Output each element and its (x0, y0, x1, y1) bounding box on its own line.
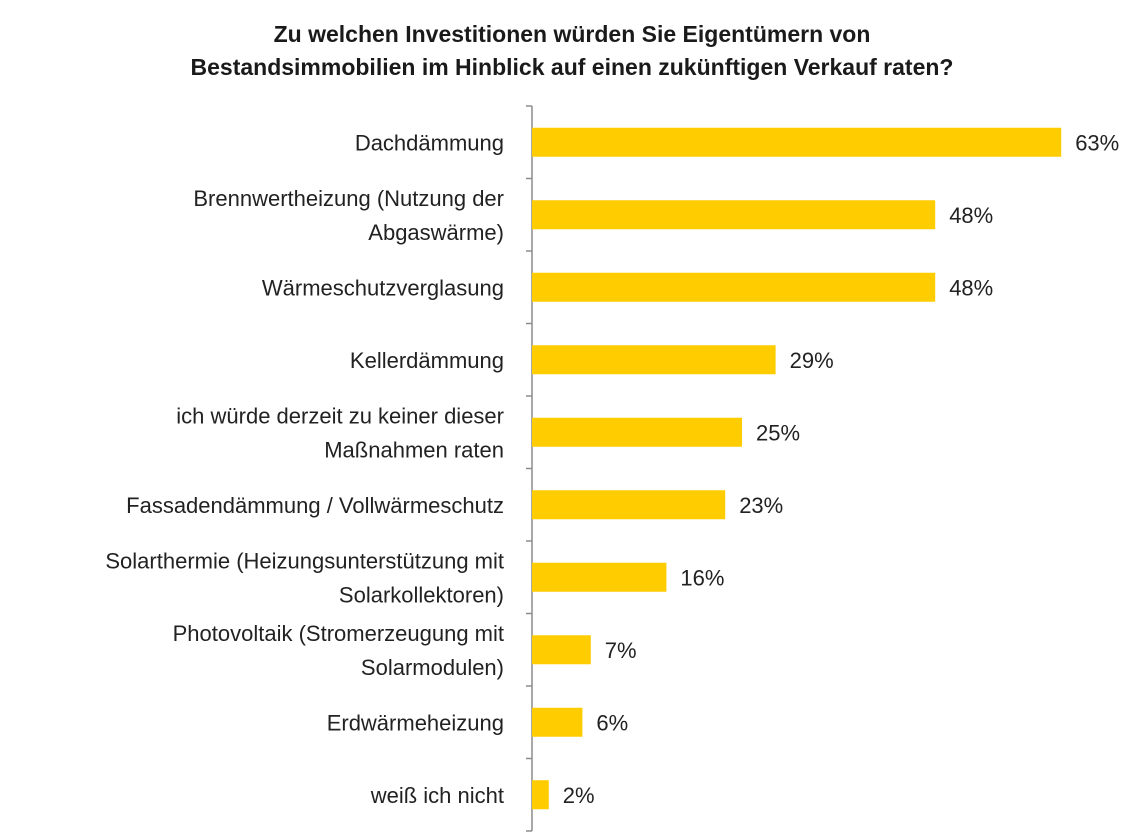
bar (532, 345, 776, 375)
bar (532, 562, 667, 592)
category-label-line: Solarthermie (Heizungsunterstützung mit (105, 548, 504, 573)
category-label-line: Maßnahmen raten (324, 437, 504, 462)
bar (532, 635, 591, 665)
data-label: 2% (563, 783, 595, 808)
data-label: 48% (949, 203, 993, 228)
bar (532, 490, 726, 520)
category-label-line: Photovoltaik (Stromerzeugung mit (173, 621, 504, 646)
bar (532, 200, 936, 230)
category-label-line: Wärmeschutzverglasung (262, 275, 504, 300)
bar (532, 707, 583, 737)
data-label: 7% (605, 638, 637, 663)
category-label-line: Erdwärmeheizung (327, 710, 504, 735)
bar (532, 780, 549, 810)
category-label: weiß ich nicht (370, 783, 504, 808)
data-label: 16% (680, 565, 724, 590)
category-label-line: Brennwertheizung (Nutzung der (193, 186, 504, 211)
category-label-line: Dachdämmung (355, 130, 504, 155)
category-label: Brennwertheizung (Nutzung der Abgaswärme) (193, 186, 504, 245)
category-label: Erdwärmeheizung (327, 710, 504, 735)
bar (532, 417, 742, 447)
category-label: Kellerdämmung (350, 348, 504, 373)
category-label: Dachdämmung (355, 130, 504, 155)
data-label: 63% (1075, 130, 1119, 155)
chart-title: Zu welchen Investitionen würden Sie Eige… (0, 18, 1144, 84)
data-label: 48% (949, 275, 993, 300)
data-label: 25% (756, 420, 800, 445)
chart-title-line-1: Zu welchen Investitionen würden Sie Eige… (273, 21, 871, 47)
category-label-line: Solarmodulen) (361, 655, 504, 680)
category-label-line: Kellerdämmung (350, 348, 504, 373)
data-label: 23% (739, 493, 783, 518)
bar (532, 272, 936, 302)
category-label-line: Abgaswärme) (368, 220, 504, 245)
data-label: 6% (596, 710, 628, 735)
category-label-line: ich würde derzeit zu keiner dieser (176, 403, 504, 428)
data-label: 29% (790, 348, 834, 373)
bar (532, 127, 1062, 157)
category-label: Wärmeschutzverglasung (262, 275, 504, 300)
category-label-line: Fassadendämmung / Vollwärmeschutz (126, 493, 504, 518)
category-label-line: weiß ich nicht (370, 783, 504, 808)
category-label: Solarthermie (Heizungsunterstützung mit S… (105, 548, 504, 607)
category-label: Fassadendämmung / Vollwärmeschutz (126, 493, 504, 518)
category-label-line: Solarkollektoren) (339, 582, 504, 607)
chart-title-line-2: Bestandsimmobilien im Hinblick auf einen… (190, 54, 954, 80)
category-label: Photovoltaik (Stromerzeugung mit Solarmod… (173, 621, 504, 680)
category-label: ich würde derzeit zu keiner dieser Maßnah… (176, 403, 504, 462)
